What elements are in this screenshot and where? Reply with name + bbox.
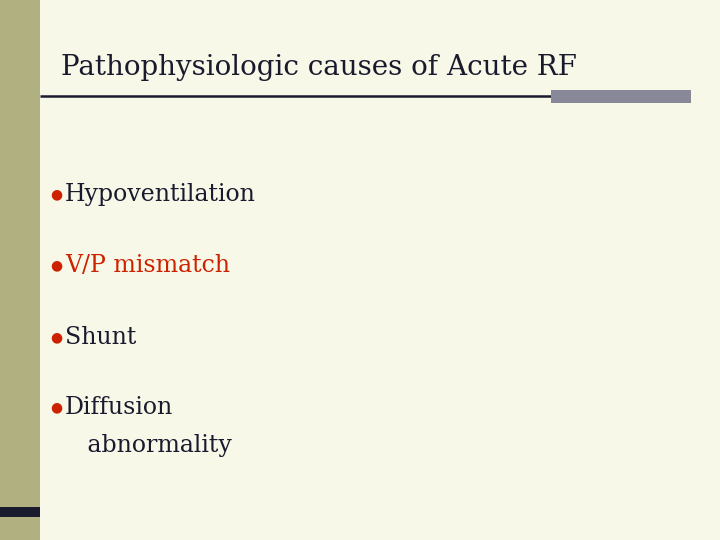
Text: Shunt: Shunt (65, 326, 136, 349)
Bar (0, 507, 40, 517)
Text: V/P mismatch: V/P mismatch (65, 254, 230, 277)
Bar (0, 0, 40, 540)
Text: ●: ● (50, 401, 62, 415)
Text: Diffusion: Diffusion (65, 396, 173, 419)
Text: ●: ● (50, 259, 62, 273)
Text: ●: ● (50, 330, 62, 345)
Text: Hypoventilation: Hypoventilation (65, 183, 256, 206)
Text: abnormality: abnormality (65, 434, 232, 457)
Text: Pathophysiologic causes of Acute RF: Pathophysiologic causes of Acute RF (61, 54, 577, 81)
Text: ●: ● (50, 187, 62, 201)
Bar (551, 90, 691, 103)
